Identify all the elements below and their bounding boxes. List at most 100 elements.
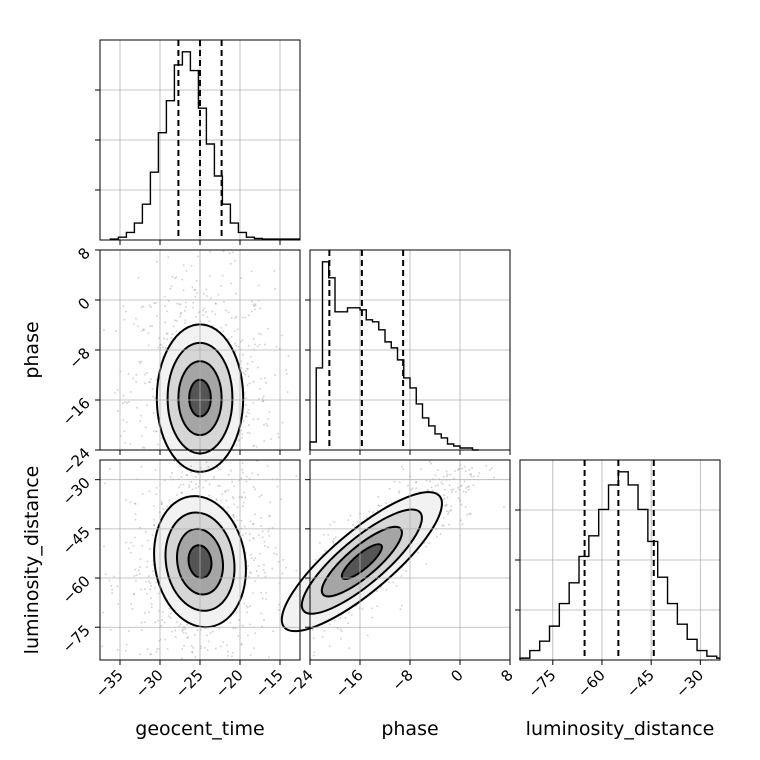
sample-point	[203, 646, 206, 649]
sample-point	[252, 418, 255, 421]
sample-point	[247, 344, 250, 347]
sample-point	[139, 362, 142, 365]
sample-point	[254, 580, 256, 583]
sample-point	[247, 375, 250, 378]
sample-point	[154, 302, 157, 304]
sample-point	[252, 380, 255, 383]
sample-point	[344, 616, 347, 619]
sample-point	[179, 623, 182, 626]
sample-point	[252, 402, 255, 405]
sample-point	[287, 355, 290, 358]
sample-point	[276, 432, 279, 435]
sample-point	[245, 605, 248, 607]
sample-point	[443, 488, 446, 491]
sample-point	[256, 345, 259, 348]
sample-point	[436, 469, 439, 471]
sample-point	[194, 656, 197, 659]
sample-point	[351, 523, 354, 526]
sample-point	[430, 462, 433, 465]
sample-point	[312, 654, 315, 657]
sample-point	[155, 260, 158, 263]
sample-point	[247, 408, 250, 411]
sample-point	[407, 484, 409, 487]
sample-point	[469, 473, 472, 476]
x-tick-label: −25	[172, 666, 207, 701]
sample-point	[227, 473, 230, 476]
sample-point	[254, 557, 257, 560]
sample-point	[129, 501, 132, 504]
sample-point	[128, 630, 130, 632]
sample-point	[178, 303, 181, 306]
sample-point	[110, 585, 113, 587]
sample-point	[269, 438, 272, 441]
sample-point	[404, 570, 407, 573]
sample-point	[430, 486, 433, 489]
sample-point	[179, 315, 182, 318]
sample-point	[240, 468, 243, 471]
sample-point	[263, 423, 265, 426]
sample-point	[202, 314, 205, 316]
sample-point	[164, 321, 167, 324]
sample-point	[154, 468, 157, 471]
sample-point	[434, 485, 437, 487]
sample-point	[258, 495, 261, 498]
sample-point	[453, 470, 456, 472]
sample-point	[339, 628, 342, 631]
sample-point	[333, 619, 336, 622]
sample-point	[266, 327, 269, 330]
sample-point	[241, 624, 244, 627]
sample-point	[240, 360, 243, 363]
histogram-phase	[309, 261, 479, 451]
sample-point	[268, 514, 271, 517]
sample-point	[252, 337, 255, 340]
sample-point	[225, 499, 228, 502]
sample-point	[246, 611, 249, 614]
sample-point	[245, 397, 248, 400]
sample-point	[248, 533, 251, 536]
sample-point	[150, 306, 152, 308]
sample-point	[465, 491, 468, 494]
x-tick-label: −75	[525, 666, 560, 701]
sample-point	[261, 530, 264, 533]
sample-point	[126, 401, 128, 404]
sample-point	[161, 610, 164, 613]
sample-point	[213, 475, 216, 478]
sample-point	[112, 575, 115, 578]
sample-point	[246, 384, 249, 387]
sample-point	[267, 417, 269, 420]
sample-point	[163, 638, 166, 641]
sample-point	[425, 563, 428, 565]
sample-point	[257, 418, 260, 421]
sample-point	[253, 537, 256, 540]
sample-point	[144, 588, 147, 591]
sample-point	[168, 499, 171, 502]
sample-point	[398, 490, 401, 493]
sample-point	[361, 608, 364, 610]
sample-point	[144, 530, 147, 533]
sample-point	[134, 503, 137, 505]
sample-point	[214, 303, 217, 305]
sample-point	[503, 506, 505, 508]
sample-point	[169, 476, 172, 478]
sample-point	[149, 547, 151, 550]
sample-point	[162, 346, 165, 349]
sample-point	[151, 324, 154, 327]
sample-point	[135, 373, 138, 376]
sample-point	[140, 588, 142, 591]
sample-point	[235, 444, 238, 447]
sample-point	[160, 343, 163, 346]
sample-point	[251, 360, 254, 363]
sample-point	[195, 279, 198, 282]
sample-point	[275, 345, 278, 348]
sample-point	[204, 479, 207, 482]
sample-point	[387, 581, 390, 583]
sample-point	[246, 411, 249, 414]
sample-point	[252, 445, 255, 448]
sample-point	[157, 592, 160, 595]
sample-point	[281, 572, 284, 575]
sample-point	[150, 597, 152, 600]
sample-point	[398, 491, 400, 494]
sample-point	[463, 465, 466, 468]
sample-point	[314, 558, 317, 561]
sample-point	[448, 484, 451, 487]
